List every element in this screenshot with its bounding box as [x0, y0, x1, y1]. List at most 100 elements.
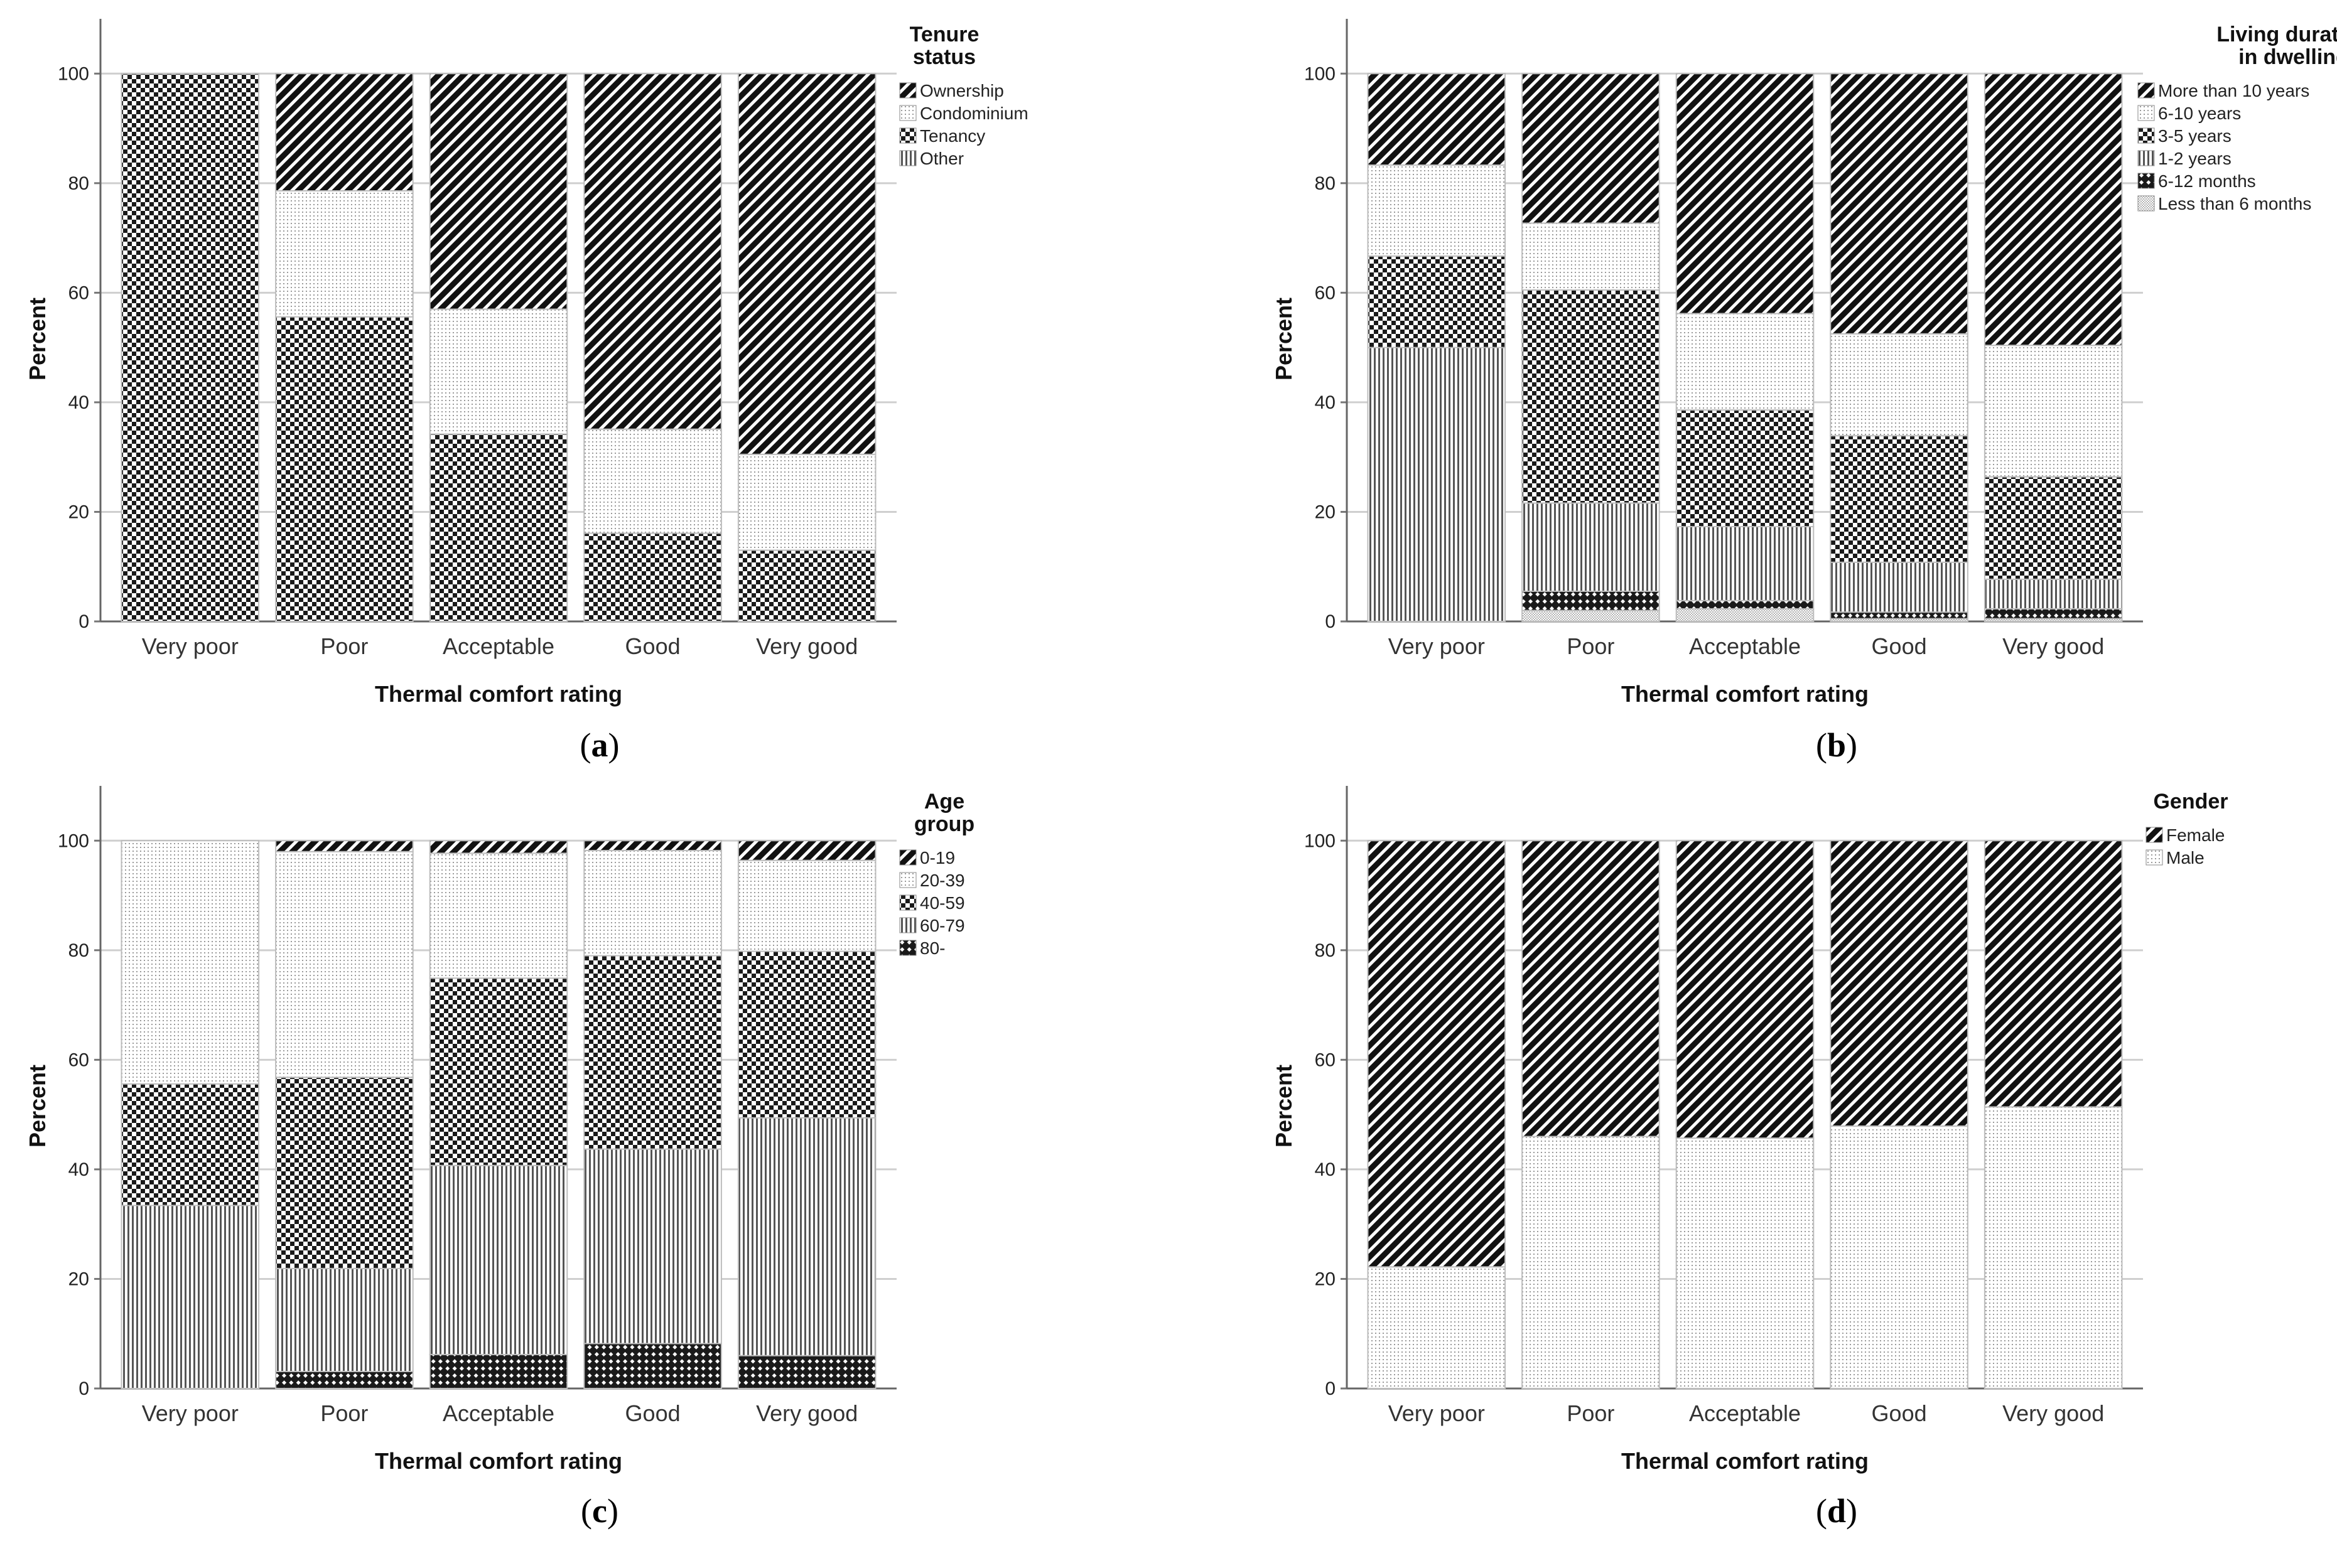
chart-panel-c: 0 20 40 60 80 100 Very poor Poor Acceptable Good V…: [24, 786, 974, 1530]
x-category-label: Poor: [1567, 1400, 1614, 1426]
bar-segment-tenancy-good: [583, 532, 722, 622]
y-tick-label: 100: [1304, 830, 1336, 851]
legend-label-condominium: Condominium: [920, 104, 1028, 123]
x-category-label: Poor: [320, 1400, 368, 1426]
legend-swatch-0-19: [899, 849, 917, 866]
bar-segment-6-10-years-good: [1830, 333, 1968, 437]
legend-label-other: Other: [920, 149, 964, 168]
bar-segment-ownership-poor: [275, 73, 414, 192]
panel-caption-open: (: [580, 726, 591, 764]
panel-caption: (d): [1816, 1492, 1857, 1530]
chart-panel-b: 0 20 40 60 80 100 Very poor Poor Acceptable Good V…: [1271, 19, 2337, 764]
legend-swatch-other: [899, 150, 917, 166]
y-tick-label: 0: [1325, 1378, 1336, 1399]
bar-segment-0-19-acceptable: [429, 840, 568, 854]
x-category-label: Very poor: [1388, 633, 1485, 659]
bar-segment-40-59-very-good: [737, 950, 877, 1119]
legend-swatch-condominium: [899, 105, 917, 121]
bar-segment-40-59-good: [583, 955, 722, 1150]
bar-segment-3-5-years-poor: [1521, 289, 1660, 504]
x-category-label: Very poor: [142, 633, 239, 659]
legend-title: group: [914, 812, 974, 836]
y-tick-label: 100: [58, 63, 89, 84]
x-axis-title: Thermal comfort rating: [1621, 681, 1869, 707]
bar-segment-6-10-years-poor: [1521, 222, 1660, 291]
bar-segment-0-19-good: [583, 840, 722, 851]
legend: Living durationin dwelling More than 10 y…: [2137, 23, 2337, 213]
y-tick-label: 100: [1304, 63, 1336, 84]
legend-label-1-2-years: 1-2 years: [2158, 149, 2232, 168]
panel-caption-close: ): [1846, 1492, 1857, 1530]
legend-label-ownership: Ownership: [920, 81, 1004, 100]
legend-label-6-12-months: 6-12 months: [2158, 171, 2256, 191]
x-axis-title: Thermal comfort rating: [375, 681, 622, 707]
bar-segment-1-2-years-poor: [1521, 502, 1660, 592]
bar-segment-80-very-good: [737, 1355, 877, 1389]
legend-swatch-tenancy: [899, 127, 917, 144]
bar-segment-condominium-acceptable: [429, 308, 568, 435]
legend-title: Tenure: [910, 23, 980, 46]
bar-segment-3-5-years-acceptable: [1675, 409, 1815, 528]
panel-caption-letter: b: [1827, 726, 1846, 764]
bar-segment-6-10-years-very-poor: [1367, 164, 1506, 257]
x-category-label: Good: [1872, 633, 1927, 659]
panel-caption-open: (: [1816, 1492, 1827, 1530]
legend-swatch-80: [899, 940, 917, 956]
x-category-label: Very good: [2002, 1400, 2104, 1426]
x-category-label: Very good: [2002, 633, 2104, 659]
bar-segment-6-10-years-very-good: [1983, 345, 2123, 478]
bar-segment-0-19-poor: [275, 840, 414, 852]
y-tick-label: 0: [78, 1378, 89, 1399]
x-category-label: Poor: [1567, 633, 1614, 659]
bar-segment-1-2-years-good: [1830, 561, 1968, 613]
bar-segment-ownership-acceptable: [429, 73, 568, 310]
bar-segment-condominium-very-good: [737, 453, 877, 551]
bar-segment-20-39-very-good: [737, 859, 877, 952]
legend-title: Living duration: [2216, 23, 2337, 46]
bar-segment-3-5-years-very-good: [1983, 476, 2123, 580]
legend-title: status: [913, 45, 976, 69]
bar-segment-60-79-very-poor: [121, 1205, 260, 1389]
bar-segment-6-12-months-poor: [1521, 591, 1660, 611]
bar-segment-ownership-very-good: [737, 73, 877, 455]
y-tick-label: 60: [68, 1050, 89, 1070]
bar-segment-more-than-10-years-poor: [1521, 73, 1660, 224]
chart-panel-d: 0 20 40 60 80 100 Very poor Poor Acceptable Good V…: [1271, 786, 2228, 1530]
legend-title: Gender: [2153, 790, 2228, 814]
bar-segment-less-than-6-months-poor: [1521, 609, 1660, 623]
bar-segment-more-than-10-years-good: [1830, 73, 1968, 335]
bar-segment-0-19-very-good: [737, 840, 877, 861]
legend-swatch-ownership: [899, 82, 917, 99]
legend-swatch-20-39: [899, 872, 917, 888]
y-tick-label: 80: [1315, 173, 1336, 194]
legend: Gender Female Male: [2145, 790, 2228, 867]
legend-swatch-less-than-6-months: [2137, 195, 2155, 212]
bar-segment-female-very-good: [1983, 840, 2123, 1108]
bar-segment-female-poor: [1521, 840, 1660, 1137]
legend-label-male: Male: [2166, 848, 2205, 867]
bar-segment-3-5-years-good: [1830, 435, 1968, 563]
bar-segment-60-79-good: [583, 1148, 722, 1345]
panel-caption: (c): [581, 1492, 618, 1530]
bar-segment-1-2-years-very-poor: [1367, 346, 1506, 622]
bar-segment-male-very-good: [1983, 1106, 2123, 1389]
legend-label-80: 80-: [920, 938, 945, 958]
x-category-label: Very good: [756, 1400, 858, 1426]
y-axis-title: Percent: [24, 298, 50, 380]
y-tick-label: 40: [68, 392, 89, 413]
bar-segment-condominium-good: [583, 428, 722, 534]
x-category-label: Acceptable: [443, 633, 554, 659]
bar-segment-80-good: [583, 1343, 722, 1389]
legend-swatch-40-59: [899, 894, 917, 911]
legend-swatch-1-2-years: [2137, 150, 2155, 166]
chart-panel-a: 0 20 40 60 80 100 Very poor Poor Acceptable Good V…: [24, 19, 1028, 764]
panel-caption-letter: a: [591, 726, 608, 764]
bar-segment-80-acceptable: [429, 1353, 568, 1390]
legend-label-more-than-10-years: More than 10 years: [2158, 81, 2309, 100]
y-tick-label: 80: [68, 940, 89, 961]
y-tick-label: 0: [1325, 611, 1336, 632]
bar-segment-male-acceptable: [1675, 1137, 1815, 1389]
x-category-label: Acceptable: [1689, 1400, 1801, 1426]
